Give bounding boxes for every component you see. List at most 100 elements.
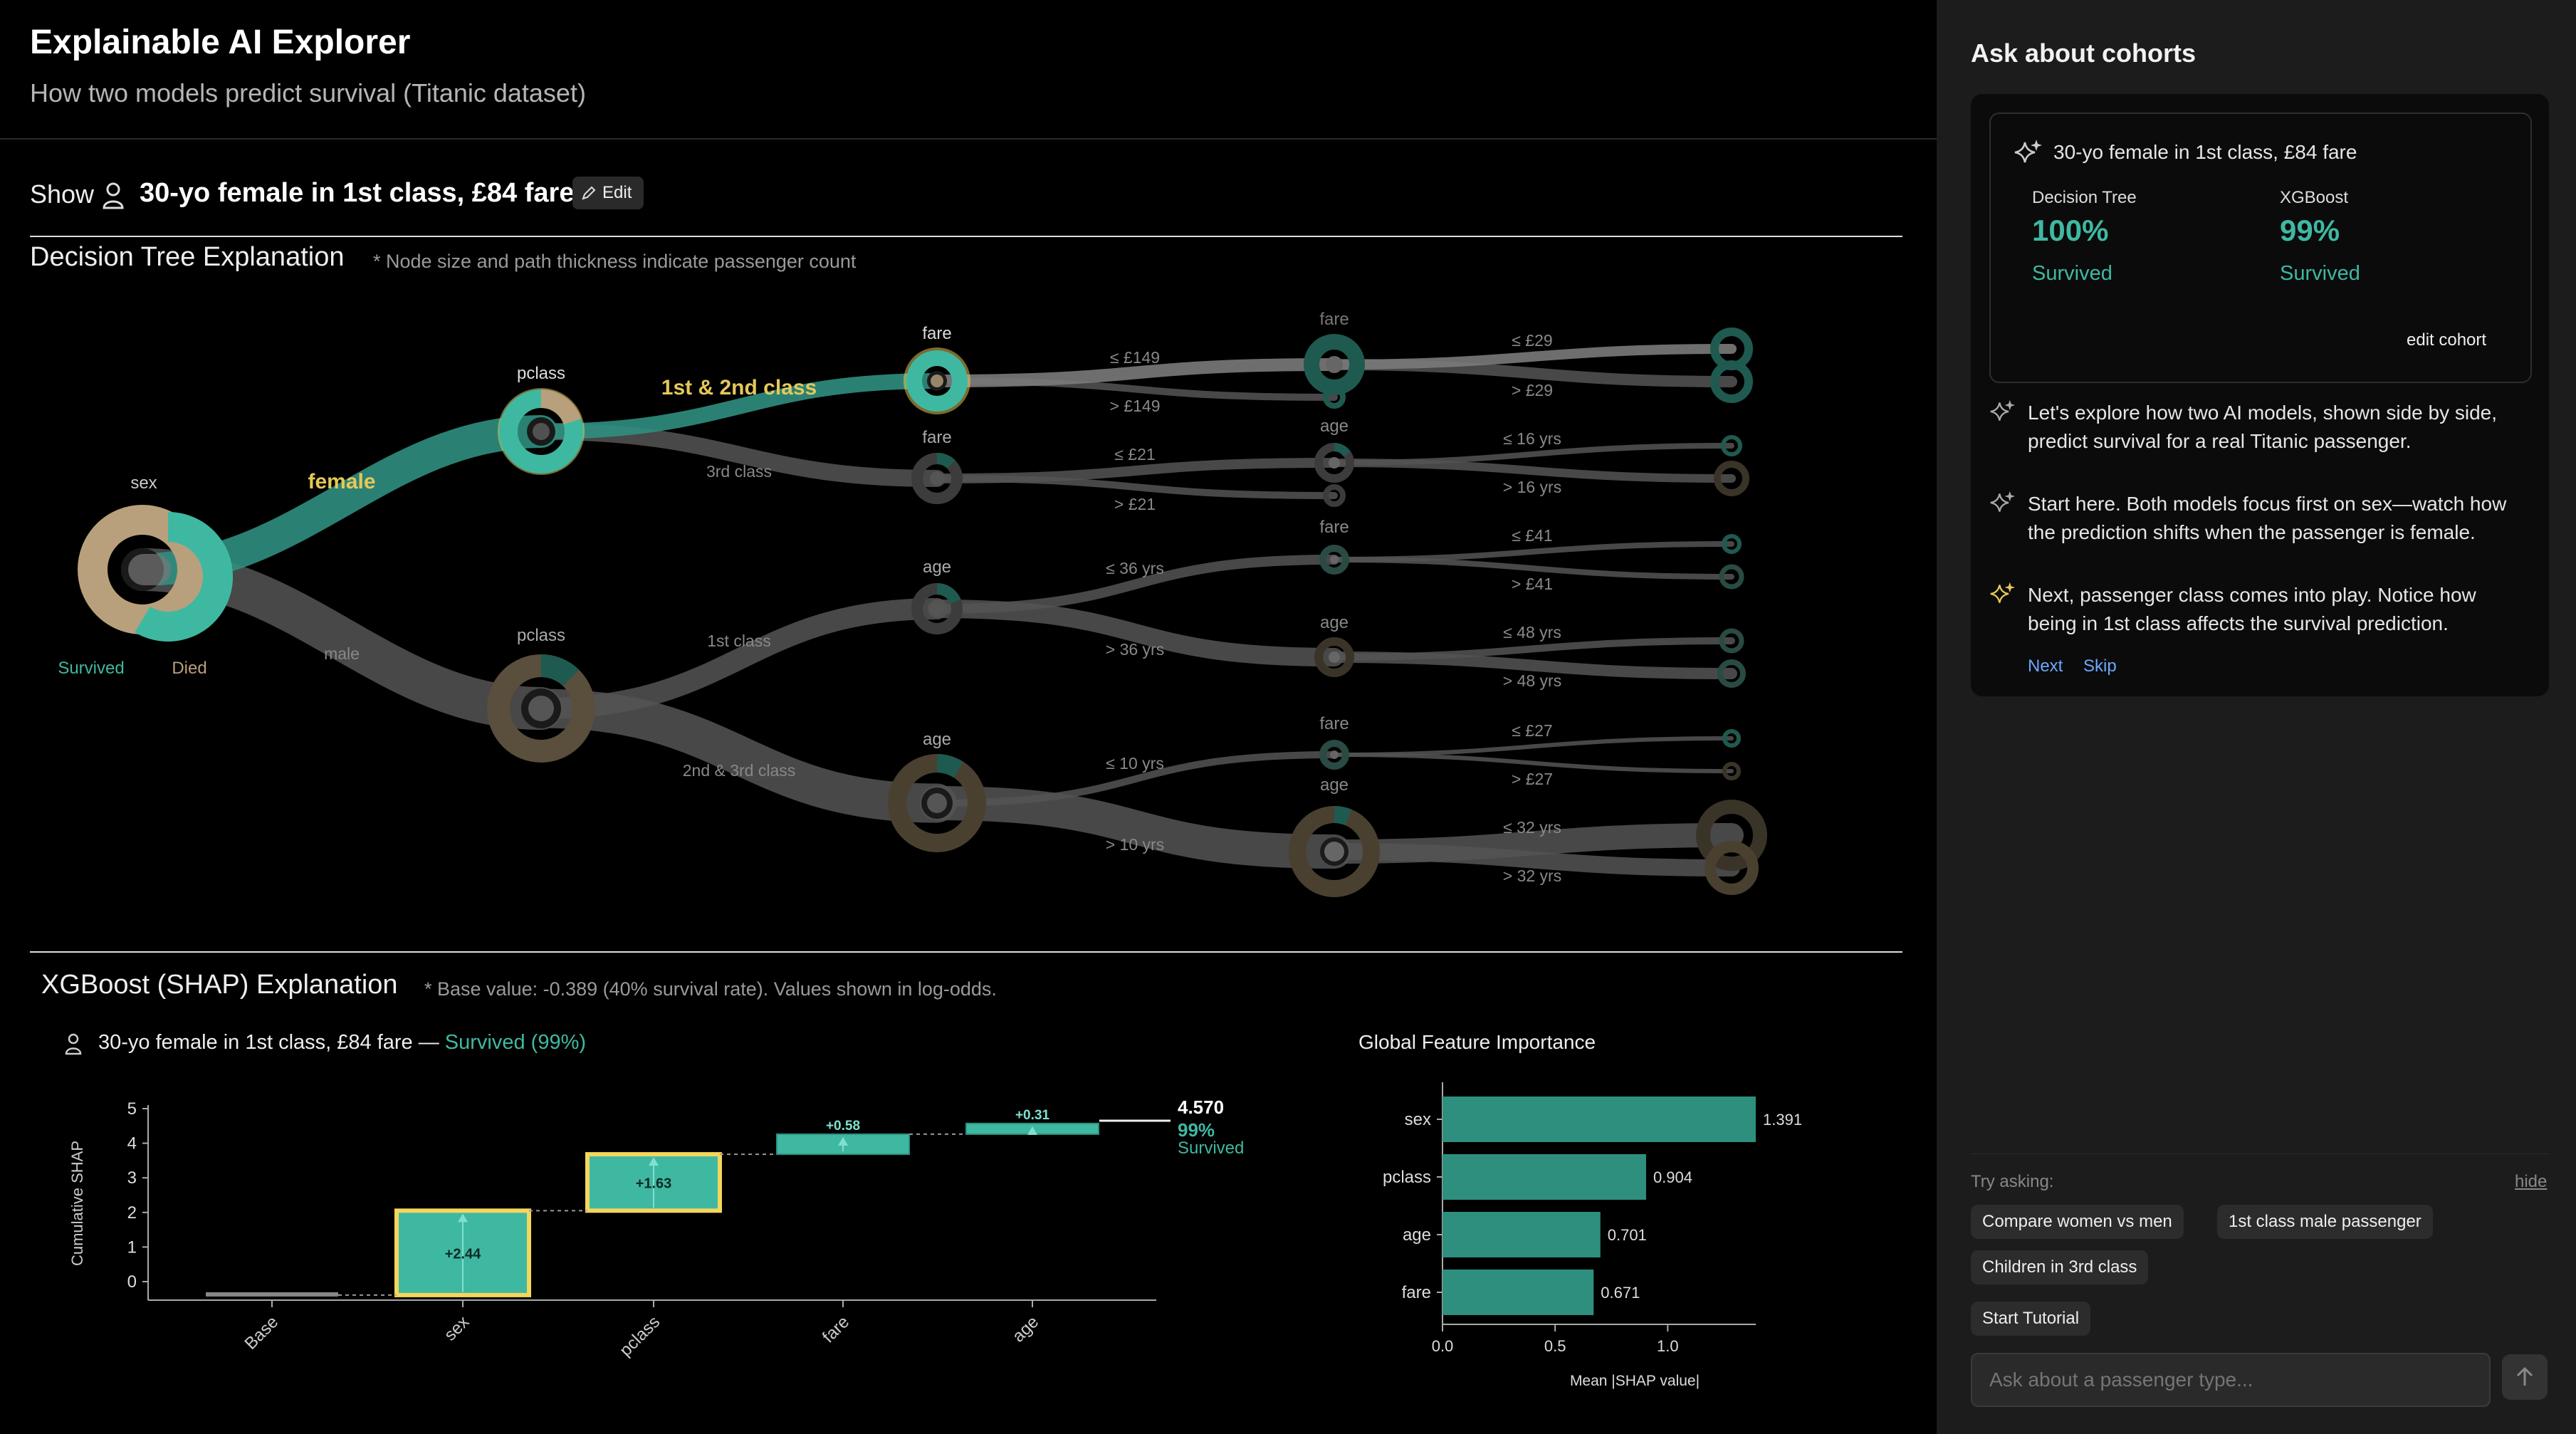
shap-title: XGBoost (SHAP) Explanation [41,970,398,1000]
sparkle-icon [2014,140,2042,163]
app-subtitle: How two models predict survival (Titanic… [30,78,586,108]
importance-title: Global Feature Importance [1358,1031,1596,1053]
tutorial-next-link[interactable]: Next [2028,656,2063,676]
node-l4-1 [1304,334,1365,395]
branch-fare-a1 [931,358,1341,387]
svg-text:≤ £27: ≤ £27 [1512,721,1552,740]
waterfall-value-label: +2.44 [445,1247,481,1262]
node-pclass-female [499,389,583,473]
svg-text:> 36 yrs: > 36 yrs [1106,640,1164,659]
node-fare-b [911,453,963,504]
svg-text:2nd & 3rd class: 2nd & 3rd class [683,761,796,780]
card-model1: Decision Tree [2032,188,2137,207]
svg-text:≤ £149: ≤ £149 [1110,348,1160,367]
arrow-up-icon [2516,1366,2533,1386]
show-label: Show [30,179,95,209]
svg-text:≤ £21: ≤ £21 [1114,445,1155,464]
svg-text:3rd class: 3rd class [706,462,772,481]
svg-text:fare: fare [1319,714,1349,733]
waterfall-ytick-label: 0 [127,1272,137,1292]
importance-xtick-label: 1.0 [1657,1337,1679,1355]
card-model1-pct: 100% [2032,214,2109,247]
importance-category-label: age [1403,1225,1431,1245]
edit-cohort-button[interactable]: Edit [572,177,644,209]
panel-divider [1971,1153,2549,1154]
selected-cohort: 30-yo female in 1st class, £84 fare [140,178,575,208]
shap-person-label: 30-yo female in 1st class, £84 fare — [98,1031,439,1054]
node-age-c [911,583,963,634]
importance-category-label: fare [1402,1283,1431,1302]
suggestion-chip-children[interactable]: Children in 3rd class [1971,1250,2149,1284]
pclass-female-label: pclass [517,364,565,383]
svg-text:> £29: > £29 [1512,381,1553,399]
svg-text:1st class: 1st class [707,632,770,650]
waterfall-ytick-label: 4 [127,1134,137,1153]
node-l4-3 [1319,545,1349,575]
branch-age-d2 [920,786,1351,869]
svg-text:> 32 yrs: > 32 yrs [1503,867,1561,885]
node-l4-2 [1314,443,1354,483]
shap-waterfall-chart: Cumulative SHAP 0 1 2 3 4 5 +2.44 +1.63 +0.58 +0… [68,1097,1244,1360]
edit-label: Edit [602,183,632,202]
chat-message-3: Next, passenger class comes into play. N… [2028,584,2476,634]
branch-female-first-second [533,373,945,439]
suggestion-chip-compare[interactable]: Compare women vs men [1971,1205,2184,1239]
svg-text:> 10 yrs: > 10 yrs [1106,835,1164,854]
root-node-sex [78,505,234,642]
cohort-card: 30-yo female in 1st class, £84 fare Deci… [1989,112,2532,383]
svg-text:≤ £41: ≤ £41 [1512,526,1552,545]
importance-bar-pclass [1443,1154,1646,1200]
sidebar-title: Ask about cohorts [1971,38,2197,68]
svg-text:male: male [324,644,360,663]
svg-text:> £21: > £21 [1114,495,1156,513]
main-panel: Explainable AI Explorer How two models p… [0,23,1937,1389]
waterfall-value-label: +0.31 [1015,1108,1050,1123]
edge-female: female [308,470,375,493]
chat-panel: 30-yo female in 1st class, £84 fare Deci… [1971,94,2549,696]
importance-value-label: 0.671 [1601,1284,1640,1302]
svg-text:age: age [923,558,951,577]
importance-bar-sex [1443,1097,1756,1142]
waterfall-ytick-label: 2 [127,1203,137,1223]
svg-text:≤ 16 yrs: ≤ 16 yrs [1503,429,1561,448]
sparkle-icon [1990,399,2015,421]
node-pclass-male [487,654,595,763]
final-pct: 99% [1178,1119,1215,1141]
pclass-male-label: pclass [517,626,565,645]
branch-fare-e1 [1329,344,1737,370]
waterfall-arrowhead [649,1157,659,1166]
try-asking-label: Try asking: [1971,1172,2054,1191]
shap-subject: 30-yo female in 1st class, £84 fare — Su… [98,1031,586,1054]
start-tutorial-button[interactable]: Start Tutorial [1971,1302,2091,1336]
importance-value-label: 1.391 [1763,1111,1802,1129]
importance-xtick-label: 0.0 [1432,1337,1454,1355]
branch-male-second-third [521,689,957,823]
svg-text:age: age [923,730,951,749]
suggestion-chip-first-class-male[interactable]: 1st class male passenger [2217,1205,2433,1239]
node-l4-6 [1289,806,1380,897]
svg-text:> 16 yrs: > 16 yrs [1503,478,1561,496]
pencil-icon [582,186,596,200]
svg-text:≤ 32 yrs: ≤ 32 yrs [1503,818,1561,837]
edit-cohort-link[interactable]: edit cohort [2407,330,2487,350]
cohort-question-input[interactable] [1971,1353,2491,1407]
final-label: Survived [1178,1139,1244,1158]
sparkle-icon [1990,491,2015,512]
shap-outcome: Survived (99%) [444,1031,587,1054]
send-button[interactable] [2502,1354,2548,1400]
importance-bar-age [1443,1212,1601,1257]
shap-note: * Base value: -0.389 (40% survival rate)… [424,978,997,1000]
svg-text:age: age [1320,613,1349,632]
hide-suggestions-link[interactable]: hide [2515,1172,2548,1191]
svg-text:≤ 48 yrs: ≤ 48 yrs [1503,623,1561,642]
waterfall-arrowhead [1027,1126,1037,1135]
person-icon [103,182,124,209]
sparkle-icon [1990,582,2015,603]
chat-message-1: Let's explore how two AI models, shown s… [2028,402,2498,452]
svg-text:age: age [1320,417,1349,436]
waterfall-category-label: Base [241,1312,282,1354]
died-label: Died [172,659,206,678]
waterfall-category-label: fare [819,1312,853,1346]
importance-value-label: 0.701 [1608,1226,1647,1244]
tutorial-skip-link[interactable]: Skip [2083,656,2117,676]
